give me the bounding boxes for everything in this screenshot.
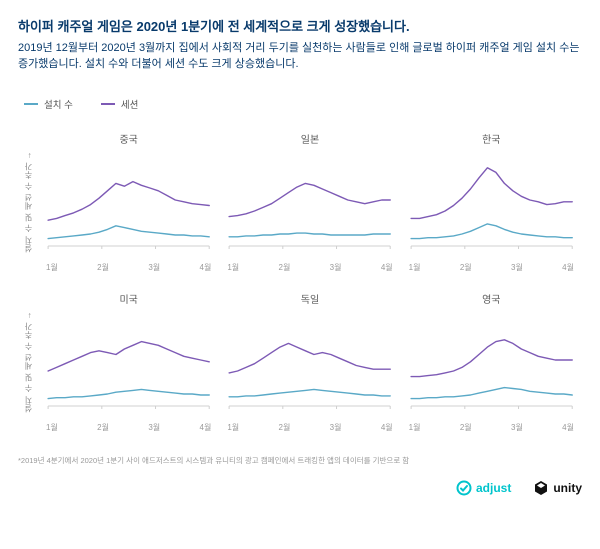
report-container: 하이퍼 캐주얼 게임은 2020년 1분기에 전 세계적으로 크게 성장했습니다… — [0, 0, 600, 476]
adjust-icon — [456, 480, 472, 496]
plot-area — [405, 310, 578, 420]
x-tick: 2월 — [97, 262, 109, 273]
plot-area — [405, 150, 578, 260]
ylabel-row2: 설치 수 및 세션 수 추가 → — [18, 291, 38, 433]
x-tick: 4월 — [381, 422, 393, 433]
x-tick: 3월 — [511, 262, 523, 273]
panel-title: 영국 — [405, 291, 578, 306]
plot-area — [223, 310, 396, 420]
x-tick: 4월 — [562, 422, 574, 433]
chart-panel: 미국 1월 2월 3월 4월 — [38, 291, 219, 433]
x-axis: 1월 2월 3월 4월 — [42, 420, 215, 433]
x-tick: 4월 — [381, 262, 393, 273]
x-axis: 1월 2월 3월 4월 — [223, 420, 396, 433]
unity-logo: unity — [533, 480, 582, 496]
legend: 설치 수 세션 — [18, 97, 582, 111]
adjust-logo: adjust — [456, 480, 511, 496]
chart-panel: 중국 1월 2월 3월 4월 — [38, 131, 219, 273]
x-tick: 3월 — [148, 262, 160, 273]
chart-panel: 일본 1월 2월 3월 4월 — [219, 131, 400, 273]
legend-sessions-label: 세션 — [121, 97, 138, 111]
plot-area — [42, 310, 215, 420]
x-axis: 1월 2월 3월 4월 — [223, 260, 396, 273]
swatch-installs — [24, 103, 38, 105]
legend-installs-label: 설치 수 — [44, 97, 73, 111]
panel-title: 독일 — [223, 291, 396, 306]
x-tick: 3월 — [330, 422, 342, 433]
x-tick: 2월 — [279, 262, 291, 273]
panel-title: 미국 — [42, 291, 215, 306]
plot-area — [223, 150, 396, 260]
y-axis-label: 설치 수 및 세션 수 추가 → — [23, 151, 34, 252]
page-title: 하이퍼 캐주얼 게임은 2020년 1분기에 전 세계적으로 크게 성장했습니다… — [18, 16, 582, 35]
x-axis: 1월 2월 3월 4월 — [42, 260, 215, 273]
x-tick: 3월 — [511, 422, 523, 433]
x-tick: 1월 — [409, 422, 421, 433]
charts-grid: 설치 수 및 세션 수 추가 → 중국 1월2월3월4월일본 1월2월3월4월한… — [18, 131, 582, 433]
swatch-sessions — [101, 103, 115, 105]
x-tick: 4월 — [200, 262, 212, 273]
x-tick: 2월 — [279, 422, 291, 433]
unity-icon — [533, 480, 549, 496]
legend-installs: 설치 수 — [24, 97, 73, 111]
panel-title: 한국 — [405, 131, 578, 146]
x-tick: 3월 — [148, 422, 160, 433]
footer: adjust unity — [0, 476, 600, 508]
x-tick: 4월 — [200, 422, 212, 433]
adjust-text: adjust — [476, 481, 511, 495]
x-tick: 2월 — [460, 262, 472, 273]
x-tick: 2월 — [97, 422, 109, 433]
x-tick: 2월 — [460, 422, 472, 433]
x-tick: 1월 — [46, 262, 58, 273]
page-subtitle: 2019년 12월부터 2020년 3월까지 집에서 사회적 거리 두기를 실천… — [18, 41, 582, 73]
plot-area — [42, 150, 215, 260]
x-axis: 1월 2월 3월 4월 — [405, 260, 578, 273]
footnote: *2019년 4분기에서 2020년 1분기 사이 애드저스트의 시스템과 유니… — [18, 455, 582, 466]
legend-sessions: 세션 — [101, 97, 138, 111]
panel-title: 일본 — [223, 131, 396, 146]
y-axis-label: 설치 수 및 세션 수 추가 → — [23, 311, 34, 412]
x-tick: 4월 — [562, 262, 574, 273]
ylabel-row1: 설치 수 및 세션 수 추가 → — [18, 131, 38, 273]
x-tick: 3월 — [330, 262, 342, 273]
x-tick: 1월 — [409, 262, 421, 273]
panel-title: 중국 — [42, 131, 215, 146]
chart-panel: 독일 1월 2월 3월 4월 — [219, 291, 400, 433]
x-tick: 1월 — [46, 422, 58, 433]
x-axis: 1월 2월 3월 4월 — [405, 420, 578, 433]
unity-text: unity — [553, 481, 582, 495]
chart-panel: 한국 1월 2월 3월 4월 — [401, 131, 582, 273]
x-tick: 1월 — [227, 262, 239, 273]
chart-panel: 영국 1월 2월 3월 4월 — [401, 291, 582, 433]
x-tick: 1월 — [227, 422, 239, 433]
